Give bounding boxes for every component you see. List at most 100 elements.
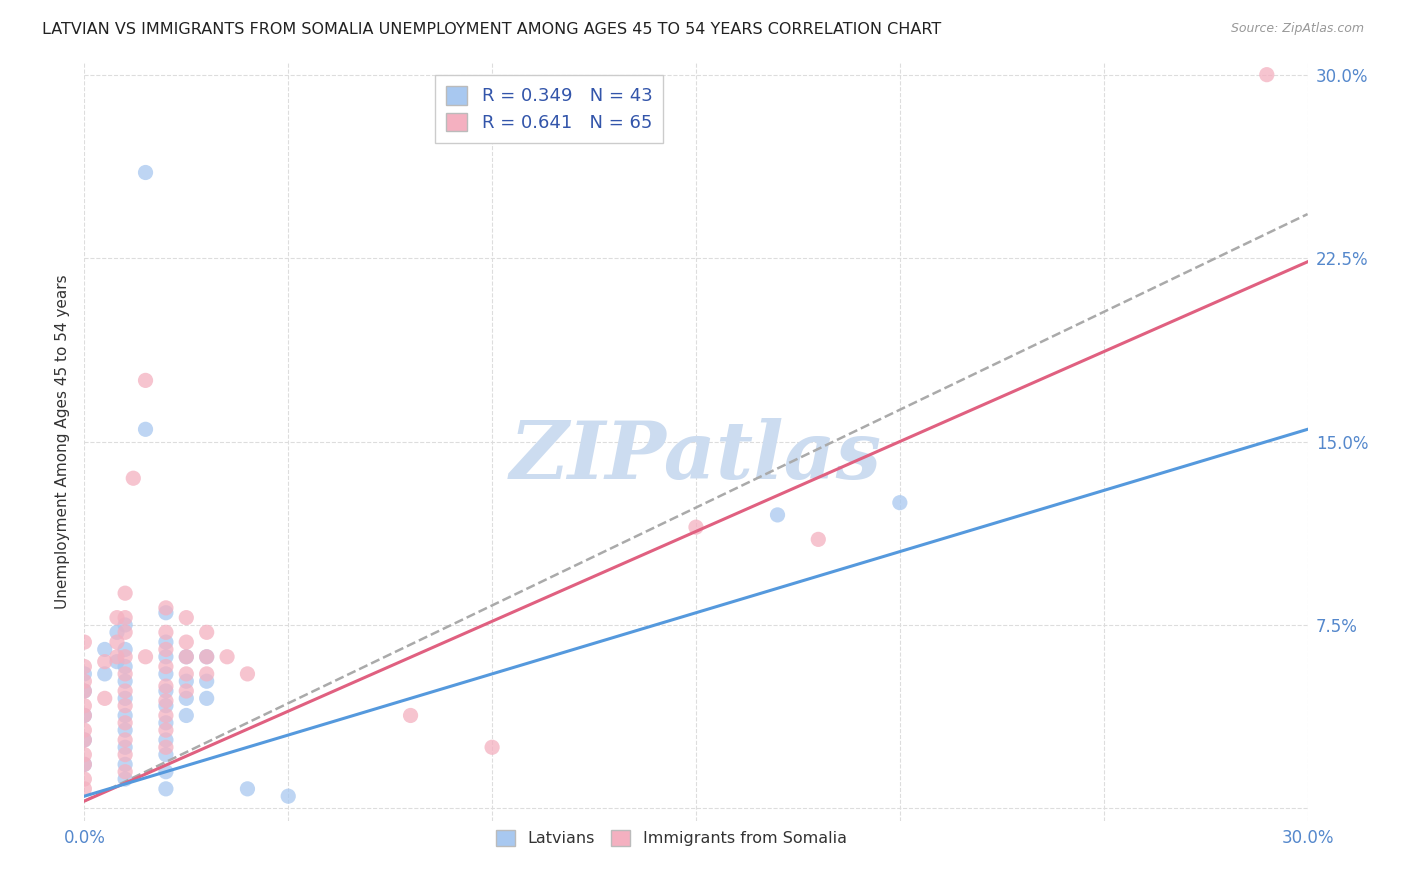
Point [122, 471, 145, 485]
Point [73, 684, 96, 698]
Point [174, 635, 197, 649]
Point [155, 694, 177, 708]
Point [155, 679, 177, 693]
Point [73, 708, 96, 723]
Y-axis label: Unemployment Among Ages 45 to 54 years: Unemployment Among Ages 45 to 54 years [55, 274, 70, 609]
Point [766, 508, 789, 522]
Point [73, 708, 96, 723]
Point [195, 674, 218, 689]
Point [105, 655, 128, 669]
Point [155, 659, 177, 673]
Point [114, 610, 136, 624]
Point [114, 698, 136, 713]
Point [73, 635, 96, 649]
Point [73, 674, 96, 689]
Point [73, 659, 96, 673]
Point [114, 649, 136, 664]
Point [155, 747, 177, 762]
Point [174, 649, 197, 664]
Point [155, 635, 177, 649]
Point [114, 757, 136, 772]
Point [114, 618, 136, 632]
Point [195, 649, 218, 664]
Point [195, 691, 218, 706]
Text: ZIPatlas: ZIPatlas [510, 418, 882, 495]
Point [195, 625, 218, 640]
Point [93, 642, 115, 657]
Point [114, 659, 136, 673]
Point [73, 733, 96, 747]
Point [135, 165, 157, 179]
Text: Source: ZipAtlas.com: Source: ZipAtlas.com [1230, 22, 1364, 36]
Point [155, 606, 177, 620]
Point [105, 610, 128, 624]
Point [114, 723, 136, 738]
Point [114, 666, 136, 681]
Point [93, 655, 115, 669]
Point [114, 740, 136, 755]
Point [73, 723, 96, 738]
Point [195, 666, 218, 681]
Point [174, 708, 197, 723]
Point [114, 586, 136, 600]
Point [174, 610, 197, 624]
Point [155, 698, 177, 713]
Point [93, 691, 115, 706]
Point [114, 733, 136, 747]
Point [73, 757, 96, 772]
Point [73, 733, 96, 747]
Point [114, 747, 136, 762]
Point [155, 625, 177, 640]
Point [155, 781, 177, 796]
Point [174, 684, 197, 698]
Point [114, 625, 136, 640]
Point [481, 740, 503, 755]
Point [114, 708, 136, 723]
Point [114, 642, 136, 657]
Point [174, 674, 197, 689]
Point [105, 625, 128, 640]
Point [114, 772, 136, 786]
Point [155, 666, 177, 681]
Point [105, 635, 128, 649]
Point [277, 789, 299, 804]
Point [685, 520, 707, 534]
Point [399, 708, 422, 723]
Point [155, 649, 177, 664]
Point [174, 691, 197, 706]
Point [236, 781, 259, 796]
Legend: Latvians, Immigrants from Somalia: Latvians, Immigrants from Somalia [488, 822, 855, 855]
Point [174, 649, 197, 664]
Point [73, 698, 96, 713]
Point [155, 764, 177, 779]
Point [114, 715, 136, 730]
Point [73, 747, 96, 762]
Point [114, 691, 136, 706]
Point [155, 642, 177, 657]
Point [155, 715, 177, 730]
Point [135, 373, 157, 387]
Point [174, 666, 197, 681]
Point [73, 684, 96, 698]
Point [155, 723, 177, 738]
Point [73, 666, 96, 681]
Point [73, 781, 96, 796]
Point [73, 772, 96, 786]
Point [807, 533, 830, 547]
Point [114, 684, 136, 698]
Text: LATVIAN VS IMMIGRANTS FROM SOMALIA UNEMPLOYMENT AMONG AGES 45 TO 54 YEARS CORREL: LATVIAN VS IMMIGRANTS FROM SOMALIA UNEMP… [42, 22, 942, 37]
Point [114, 674, 136, 689]
Point [195, 649, 218, 664]
Point [155, 600, 177, 615]
Point [155, 708, 177, 723]
Point [236, 666, 259, 681]
Point [114, 764, 136, 779]
Point [135, 422, 157, 436]
Point [155, 733, 177, 747]
Point [73, 757, 96, 772]
Point [217, 649, 239, 664]
Point [1256, 68, 1278, 82]
Point [135, 649, 157, 664]
Point [105, 649, 128, 664]
Point [93, 666, 115, 681]
